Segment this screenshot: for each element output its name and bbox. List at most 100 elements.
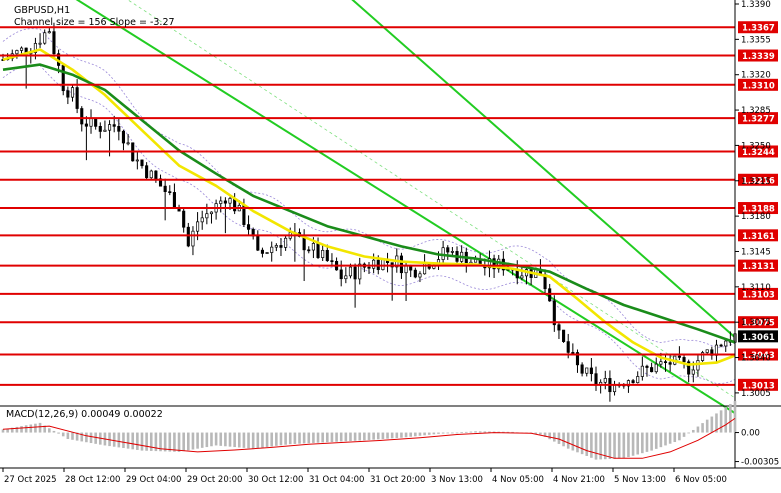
macd-histogram-bar [85,432,88,443]
candle-body [284,237,288,248]
candle-body [186,226,190,247]
candle-body [399,255,403,274]
macd-histogram-bar [233,432,236,448]
level-box [738,287,778,300]
macd-histogram-bar [488,431,491,433]
candle [353,263,357,308]
macd-histogram-bar [163,432,167,452]
macd-histogram-bar [159,432,162,452]
level-box [738,21,778,34]
price-tick-label: 1.3180 [741,212,771,222]
candle [724,338,728,352]
candle-body [515,269,519,279]
candle-body [121,130,126,144]
macd-histogram-bar [562,432,565,447]
macd-histogram-bar [608,432,612,459]
candle-body [311,243,315,251]
macd-histogram-bar [205,432,209,448]
level-box [738,348,778,361]
candle-body [154,170,158,180]
candle [631,378,635,384]
candle-body [585,367,589,374]
time-tick-label: 3 Nov 13:00 [431,475,483,485]
candle-body [575,352,580,366]
macd-histogram-bar [645,432,649,452]
candle-body [645,365,649,368]
candle-body [223,200,227,204]
price-tick-label: 1.3075 [741,318,771,328]
macd-histogram-bar [219,432,223,446]
candle-body [603,378,607,383]
candle-body [325,249,329,262]
candle [145,162,149,181]
candle [413,267,417,279]
candle [571,343,575,355]
candle-body [640,365,644,377]
candle-body [108,124,112,131]
macd-histogram-bar [43,425,46,433]
candle-body [353,266,357,280]
candle-body [450,251,454,253]
candle-body [404,265,408,274]
macd-histogram-bar [659,432,663,448]
candle-body [168,191,172,194]
candle [677,346,681,361]
candle-body [15,50,19,55]
candle [446,245,450,260]
level-box [738,378,778,391]
candle-body [654,363,658,373]
candle-body [580,364,584,374]
candle-body [94,117,98,127]
candle-body [589,367,593,375]
candle [168,185,172,196]
macd-histogram-bar [455,432,459,434]
level-label: 1.3043 [742,351,775,361]
price-tick-label: 1.3355 [741,35,771,45]
macd-histogram-bar [89,432,93,444]
candle-body [358,263,362,280]
macd-histogram-bar [335,432,338,442]
macd-histogram-bar [94,432,97,444]
macd-histogram-bar [654,432,658,449]
level-label: 1.3013 [742,381,775,391]
candle-body [70,87,75,98]
macd-histogram-bar [122,432,125,449]
macd-histogram-bar [617,432,621,459]
candle-body [274,245,278,248]
candle [38,33,42,48]
candle-body [413,269,417,278]
macd-histogram-bar [386,432,389,439]
macd-histogram-bar [381,432,385,439]
macd-histogram-bar [682,432,686,437]
candle-body [246,224,251,230]
level-label: 1.3075 [742,319,775,329]
candle-body [348,266,353,277]
channel-info-label: Channel size = 156 Slope = -3.27 [14,17,175,28]
candle [344,267,348,284]
candle [61,63,65,96]
candle-body [307,249,311,252]
candle-body [182,210,186,228]
time-tick-label: 5 Nov 13:00 [614,475,666,485]
candle [367,261,371,275]
macd-signal-line [2,417,736,459]
candle-body [219,200,223,204]
macd-histogram-bar [261,432,264,448]
candle-body [321,249,325,258]
macd-histogram-bar [66,432,70,439]
candle [603,370,607,390]
macd-histogram-bar [302,432,306,444]
macd-histogram-bar [460,432,463,434]
candle-body [149,170,153,179]
macd-histogram-bar [534,432,538,435]
macd-histogram-bar [733,400,737,433]
candle [279,238,283,257]
level-box [738,49,778,62]
macd-histogram-bar [590,432,593,458]
candle-body [557,324,561,331]
candle [719,343,723,348]
candle-body [140,159,144,167]
candle [636,371,640,384]
macd-histogram-bar [71,432,74,440]
time-tick-label: 31 Oct 04:00 [309,475,364,485]
